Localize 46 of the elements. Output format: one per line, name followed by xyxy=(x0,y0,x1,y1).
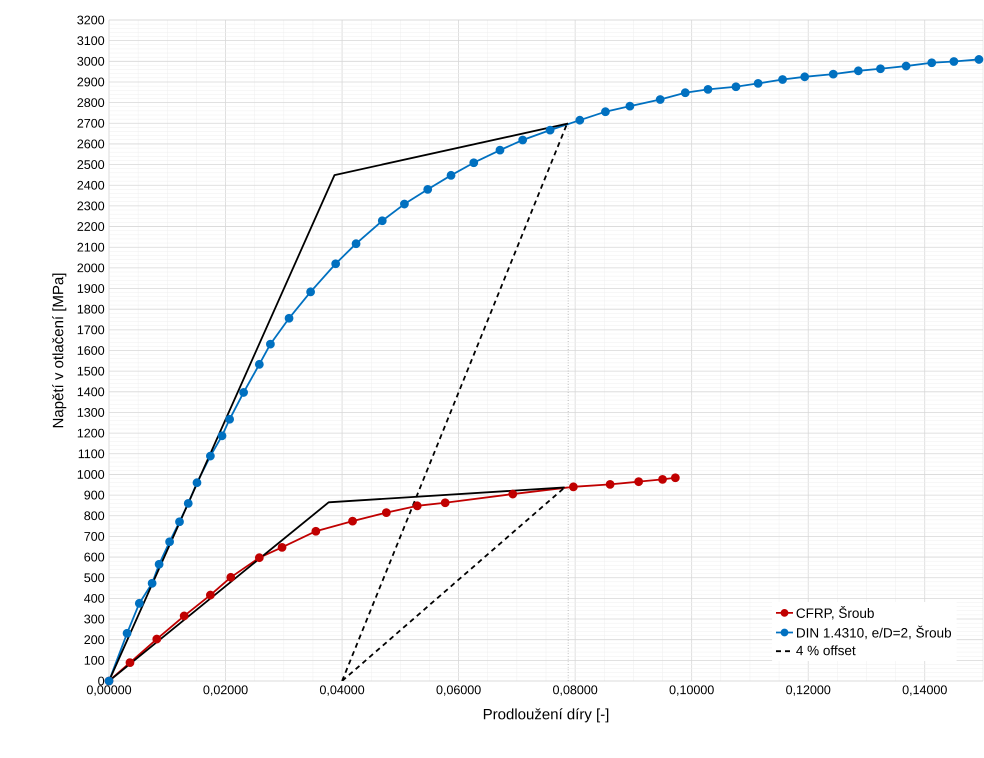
x-tick-label: 0,04000 xyxy=(320,685,364,696)
y-axis-title: Napětí v otlačení [MPa] xyxy=(52,274,66,428)
y-tick-label: 3200 xyxy=(77,16,104,24)
x-tick-label: 0,12000 xyxy=(786,685,830,696)
y-tick-label: 0 xyxy=(98,676,104,686)
y-tick-label: 2600 xyxy=(77,140,104,148)
legend-label: CFRP, Šroub xyxy=(796,606,874,620)
x-axis-title: Prodloužení díry [-] xyxy=(484,708,608,722)
y-tick-label: 1300 xyxy=(78,408,104,417)
y-tick-label: 2500 xyxy=(77,160,104,170)
y-tick-label: 3000 xyxy=(77,56,104,66)
y-tick-label: 1800 xyxy=(78,304,104,314)
x-tick-label: 0,02000 xyxy=(203,685,248,696)
y-tick-label: 1700 xyxy=(78,325,104,334)
y-tick-label: 2400 xyxy=(77,180,104,190)
y-tick-label: 2100 xyxy=(77,242,104,252)
x-tick-label: 0,08000 xyxy=(553,685,598,696)
y-tick-label: 1100 xyxy=(78,449,104,458)
y-tick-label: 900 xyxy=(84,490,104,500)
y-tick-label: 700 xyxy=(84,532,104,541)
y-tick-label: 100 xyxy=(84,656,104,665)
y-tick-label: 3100 xyxy=(77,36,104,46)
x-tick-label: 0,10000 xyxy=(670,685,714,696)
y-tick-label: 200 xyxy=(84,635,104,644)
y-tick-label: 2300 xyxy=(77,201,104,210)
x-tick-label: 0,06000 xyxy=(436,685,481,696)
y-tick-label: 400 xyxy=(84,594,104,603)
y-tick-label: 2200 xyxy=(77,222,104,231)
y-tick-label: 600 xyxy=(84,552,104,562)
y-tick-label: 1000 xyxy=(78,470,104,479)
y-tick-label: 1900 xyxy=(78,284,104,293)
y-tick-label: 1600 xyxy=(78,346,104,355)
y-tick-label: 2900 xyxy=(77,78,104,86)
y-tick-label: 1200 xyxy=(78,428,104,438)
y-tick-label: 800 xyxy=(84,511,104,520)
legend-label: DIN 1.4310, e/D=2, Šroub xyxy=(797,626,952,640)
y-tick-label: 1400 xyxy=(78,387,104,396)
y-tick-label: 2800 xyxy=(77,98,104,108)
legend-label: 4 % offset xyxy=(796,645,856,656)
x-tick-label: 0,00000 xyxy=(86,685,132,696)
y-tick-label: 1500 xyxy=(78,366,104,376)
y-tick-label: 300 xyxy=(84,614,104,624)
y-tick-label: 2700 xyxy=(77,118,104,128)
x-tick-label: 0,14000 xyxy=(902,685,947,696)
y-tick-label: 500 xyxy=(84,573,104,582)
y-tick-label: 2000 xyxy=(77,263,104,272)
